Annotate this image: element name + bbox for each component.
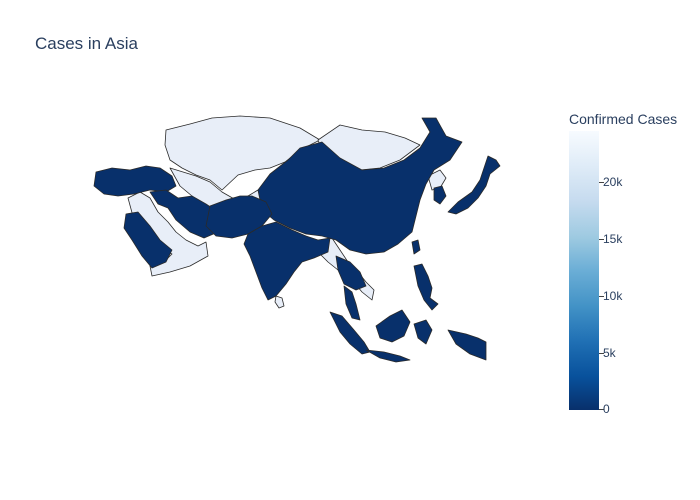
malay-peninsula-region[interactable] <box>343 285 361 321</box>
philippines-region[interactable] <box>413 263 439 311</box>
korea-south-region[interactable] <box>433 185 447 205</box>
turkey-region[interactable] <box>93 165 177 197</box>
korea-north-light[interactable] <box>427 169 447 191</box>
new-guinea-region[interactable] <box>447 329 487 361</box>
sri-lanka-region[interactable] <box>274 295 285 309</box>
colorbar-tick-label: 10k <box>603 289 623 303</box>
colorbar-tick <box>599 353 604 354</box>
taiwan-region[interactable] <box>411 239 421 255</box>
java-region[interactable] <box>365 349 411 363</box>
colorbar-tick <box>599 296 604 297</box>
colorbar-tick-label: 5k <box>603 346 616 360</box>
kazakhstan-region[interactable] <box>164 115 321 191</box>
chart-title: Cases in Asia <box>35 34 138 53</box>
saudi-region[interactable] <box>123 211 173 269</box>
borneo-region[interactable] <box>375 309 411 343</box>
colorbar-tick <box>599 409 604 410</box>
colorbar-tick <box>599 182 604 183</box>
india-region[interactable] <box>243 221 331 301</box>
colorbar-title: Confirmed Cases <box>569 111 678 127</box>
japan-region[interactable] <box>447 155 501 215</box>
china-region[interactable] <box>257 117 463 255</box>
pakistan-afghanistan-region[interactable] <box>205 195 273 239</box>
colorbar-tick-label: 20k <box>603 175 623 189</box>
colorbar-gradient <box>569 131 599 410</box>
colorbar-tick <box>599 239 604 240</box>
sumatra-region[interactable] <box>329 311 371 355</box>
colorbar-tick-label: 15k <box>603 232 623 246</box>
sulawesi-region[interactable] <box>413 319 433 345</box>
colorbar-tick-label: 0 <box>603 402 610 416</box>
indochina-region[interactable] <box>335 255 367 291</box>
